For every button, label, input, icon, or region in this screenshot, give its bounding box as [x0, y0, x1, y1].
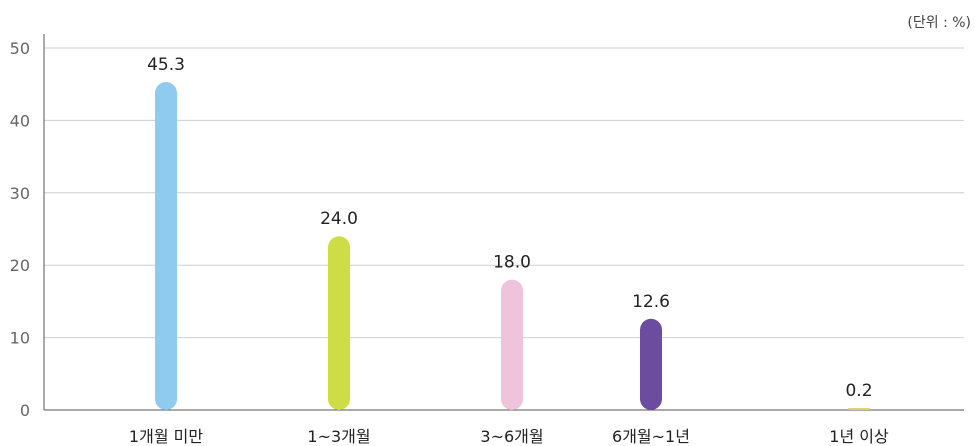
- y-tick-label: 0: [20, 401, 30, 420]
- bar: [848, 408, 870, 410]
- y-tick-label: 50: [10, 39, 30, 58]
- value-label: 45.3: [147, 55, 185, 75]
- category-label: 1~3개월: [307, 427, 370, 446]
- bar: [640, 318, 662, 410]
- category-label: 3~6개월: [480, 427, 543, 446]
- y-tick-label: 20: [10, 256, 30, 275]
- value-label: 0.2: [845, 381, 872, 401]
- value-label: 12.6: [632, 292, 670, 312]
- bar: [328, 236, 350, 410]
- value-label: 24.0: [320, 209, 358, 229]
- y-tick-label: 10: [10, 329, 30, 348]
- bar: [501, 279, 523, 410]
- y-tick-label: 30: [10, 184, 30, 203]
- category-label: 1년 이상: [829, 427, 889, 446]
- value-label: 18.0: [493, 253, 531, 273]
- unit-label: (단위 : %): [907, 15, 971, 31]
- category-label: 6개월~1년: [612, 427, 690, 446]
- bar: [155, 82, 177, 410]
- y-tick-label: 40: [10, 111, 30, 130]
- category-label: 1개월 미만: [129, 427, 203, 446]
